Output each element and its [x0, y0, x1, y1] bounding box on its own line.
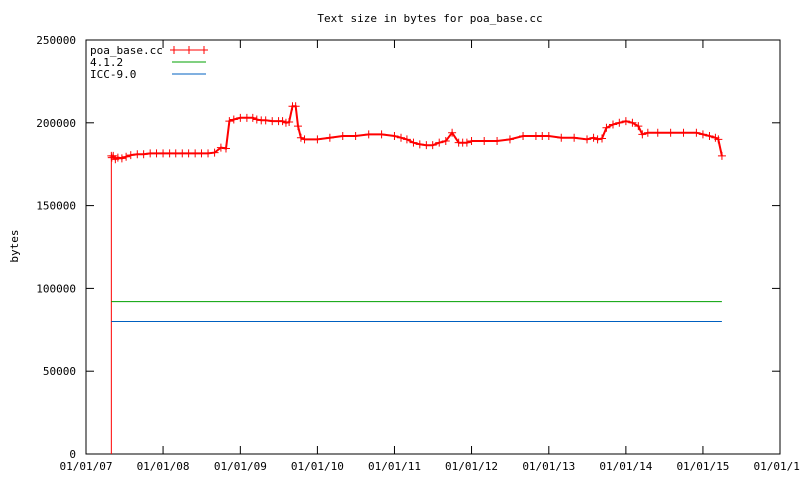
data-point	[248, 113, 257, 122]
data-point	[589, 133, 598, 142]
data-point	[480, 137, 489, 146]
y-axis-ticks: 0 50000 100000 150000 200000 250000	[36, 34, 780, 461]
data-point	[313, 135, 322, 144]
data-point	[278, 117, 287, 126]
data-point	[291, 102, 300, 111]
data-point	[666, 128, 675, 137]
data-point	[113, 153, 122, 162]
legend-marker	[200, 46, 208, 54]
x-tick-label: 01/01/08	[137, 460, 190, 473]
y-tick-label: 250000	[36, 34, 76, 47]
legend-label: ICC-9.0	[90, 68, 136, 81]
data-point	[634, 122, 643, 131]
x-tick-label: 01/01/14	[599, 460, 652, 473]
data-point	[435, 138, 444, 147]
data-point	[598, 134, 607, 143]
x-tick-label: 01/01/16	[754, 460, 800, 473]
data-point	[225, 117, 234, 126]
data-point	[593, 135, 602, 144]
data-point	[300, 135, 309, 144]
data-point	[692, 128, 701, 137]
x-tick-label: 01/01/11	[368, 460, 421, 473]
data-point	[462, 138, 471, 147]
data-point	[544, 132, 553, 141]
y-tick-label: 0	[69, 448, 76, 461]
data-point	[557, 133, 566, 142]
chart-title: Text size in bytes for poa_base.cc	[317, 12, 542, 25]
data-point	[638, 130, 647, 139]
data-point	[714, 135, 723, 144]
series-0	[107, 102, 726, 454]
data-point	[628, 118, 637, 127]
y-axis-label: bytes	[8, 229, 21, 262]
y-tick-label: 100000	[36, 282, 76, 295]
x-tick-label: 01/01/10	[291, 460, 344, 473]
data-point	[409, 138, 418, 147]
data-point	[338, 132, 347, 141]
data-point	[117, 154, 126, 163]
data-point	[583, 135, 592, 144]
x-tick-label: 01/01/12	[445, 460, 498, 473]
data-point	[448, 128, 457, 137]
data-point	[402, 135, 411, 144]
plot-frame	[85, 39, 781, 455]
x-tick-label: 01/01/13	[522, 460, 575, 473]
data-point	[351, 132, 360, 141]
data-point	[325, 133, 334, 142]
x-tick-label: 01/01/07	[60, 460, 113, 473]
x-tick-label: 01/01/09	[214, 460, 267, 473]
legend-label: poa_base.cc	[90, 44, 163, 57]
data-point	[570, 133, 579, 142]
data-point	[261, 116, 270, 125]
data-point	[109, 151, 118, 160]
data-point	[717, 151, 726, 160]
data-point	[397, 133, 406, 142]
data-point	[139, 150, 148, 159]
data-point	[377, 130, 386, 139]
data-point	[415, 140, 424, 149]
data-point	[519, 132, 528, 141]
data-point	[621, 117, 630, 126]
data-point	[615, 118, 624, 127]
data-point	[122, 152, 131, 161]
data-point	[216, 143, 225, 152]
x-axis-ticks: 01/01/07 01/01/08 01/01/09 01/01/10 01/01/11…	[60, 40, 800, 473]
data-point	[705, 132, 714, 141]
data-point	[364, 130, 373, 139]
legend-marker	[185, 46, 193, 54]
data-point	[679, 128, 688, 137]
data-point	[505, 135, 514, 144]
data-point	[285, 117, 294, 126]
data-point	[221, 144, 230, 153]
y-tick-label: 150000	[36, 200, 76, 213]
data-point	[467, 137, 476, 146]
data-point	[126, 151, 135, 160]
series-layer	[107, 102, 726, 454]
data-point	[441, 137, 450, 146]
data-point	[204, 149, 213, 158]
data-point	[493, 137, 502, 146]
data-point	[602, 123, 611, 132]
y-tick-label: 50000	[43, 365, 76, 378]
data-point	[643, 128, 652, 137]
legend-marker	[170, 46, 178, 54]
data-point	[608, 120, 617, 129]
data-point	[293, 122, 302, 131]
data-point	[210, 148, 219, 157]
data-point	[296, 133, 305, 142]
y-tick-label: 200000	[36, 117, 76, 130]
data-point	[390, 132, 399, 141]
data-point	[252, 115, 261, 124]
data-point	[229, 115, 238, 124]
data-point	[428, 141, 437, 150]
data-point	[698, 130, 707, 139]
data-point	[653, 128, 662, 137]
legend-label: 4.1.2	[90, 56, 123, 69]
x-tick-label: 01/01/15	[676, 460, 729, 473]
